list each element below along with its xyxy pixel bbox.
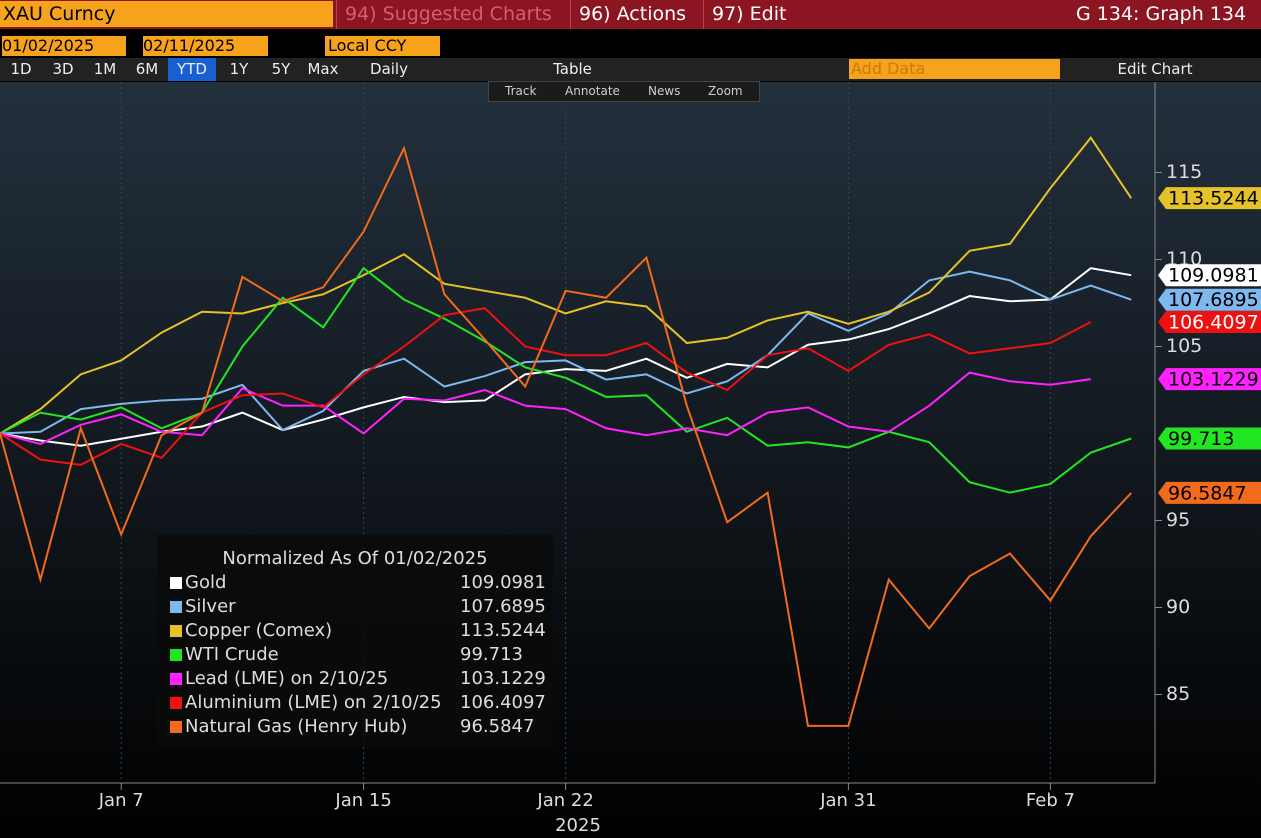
legend-box	[157, 535, 553, 747]
currency-select[interactable]: Local CCY	[325, 36, 440, 56]
legend-value: 106.4097	[460, 692, 546, 713]
last-value-label: 107.6895	[1168, 289, 1259, 311]
edit-chart-button[interactable]: Edit Chart	[1117, 60, 1193, 78]
period-button[interactable]: 6M	[135, 60, 159, 78]
period-button[interactable]: 1Y	[229, 60, 249, 78]
y-tick-label: 85	[1166, 683, 1190, 705]
last-value-label: 103.1229	[1168, 369, 1259, 391]
legend-value: 99.713	[460, 644, 523, 665]
last-value-label: 106.4097	[1168, 311, 1259, 333]
period-button[interactable]: 1M	[93, 60, 117, 78]
legend-value: 103.1229	[460, 668, 546, 689]
legend-name: Natural Gas (Henry Hub)	[185, 716, 407, 737]
x-tick-label: Jan 22	[536, 790, 593, 811]
start-date[interactable]: 01/02/2025	[2, 36, 126, 56]
x-tick-label: Jan 31	[819, 790, 876, 811]
menu-actions[interactable]: 96) Actions	[570, 0, 686, 29]
legend-value: 109.0981	[460, 572, 546, 593]
menu-suggested[interactable]: 94) Suggested Charts	[336, 0, 552, 29]
last-value-label: 99.713	[1168, 428, 1234, 450]
last-value-label: 113.5244	[1168, 188, 1259, 210]
graph-name: G 134: Graph 134	[1076, 3, 1247, 25]
period-button[interactable]: 5Y	[271, 60, 291, 78]
series-line	[0, 145, 1132, 727]
tool-button[interactable]: News	[648, 84, 681, 98]
x-tick-label: Feb 7	[1026, 790, 1075, 811]
legend-name: Silver	[185, 596, 236, 617]
tool-bar	[488, 81, 760, 102]
last-value-box	[1158, 368, 1261, 391]
x-tick-label: Jan 7	[98, 790, 144, 811]
last-value-box	[1158, 310, 1261, 333]
legend-swatch	[170, 721, 182, 733]
tool-button[interactable]: Zoom	[708, 84, 743, 98]
series-line	[0, 371, 1091, 445]
last-value-box	[1158, 264, 1261, 287]
menu-edit[interactable]: 97) Edit	[703, 0, 786, 29]
y-tick-label: 115	[1166, 161, 1202, 183]
last-value-box	[1158, 481, 1261, 504]
period-button[interactable]: Max	[307, 60, 339, 78]
tool-button[interactable]: Annotate	[565, 84, 620, 98]
series-line	[0, 136, 1133, 435]
y-tick-label: 90	[1166, 596, 1190, 618]
end-date[interactable]: 02/11/2025	[143, 36, 268, 56]
legend-name: Copper (Comex)	[185, 620, 332, 641]
legend-swatch	[170, 697, 182, 709]
add-data-input[interactable]: Add Data	[849, 59, 1060, 79]
x-tick-label: Jan 15	[334, 790, 391, 811]
legend-name: Aluminium (LME) on 2/10/25	[185, 692, 442, 713]
legend-value: 113.5244	[460, 620, 546, 641]
frequency-select[interactable]: Daily	[370, 60, 408, 78]
tool-button[interactable]: Track	[505, 84, 537, 98]
last-value-box	[1158, 427, 1261, 450]
last-value-label: 109.0981	[1168, 265, 1259, 287]
ticker-input[interactable]: XAU Curncy	[0, 1, 333, 27]
legend-swatch	[170, 673, 182, 685]
y-tick-label: 105	[1166, 335, 1202, 357]
series-line	[0, 266, 1132, 494]
period-button[interactable]: 3D	[52, 60, 74, 78]
legend-title: Normalized As Of 01/02/2025	[222, 548, 487, 569]
legend-name: WTI Crude	[185, 644, 279, 665]
legend-swatch	[170, 625, 182, 637]
last-value-box	[1158, 187, 1261, 210]
legend-value: 107.6895	[460, 596, 546, 617]
last-value-label: 96.5847	[1168, 482, 1247, 504]
legend-swatch	[170, 577, 182, 589]
table-button[interactable]: Table	[553, 60, 592, 78]
legend-name: Gold	[185, 572, 226, 593]
series-line	[0, 307, 1092, 466]
y-tick-label: 95	[1166, 509, 1190, 531]
legend-swatch	[170, 601, 182, 613]
legend-name: Lead (LME) on 2/10/25	[185, 668, 388, 689]
legend-value: 96.5847	[460, 716, 534, 737]
legend-swatch	[170, 649, 182, 661]
period-button[interactable]: YTD	[168, 58, 216, 81]
last-value-box	[1158, 288, 1261, 311]
x-axis-label: 2025	[555, 815, 601, 836]
period-button[interactable]: 1D	[10, 60, 32, 78]
